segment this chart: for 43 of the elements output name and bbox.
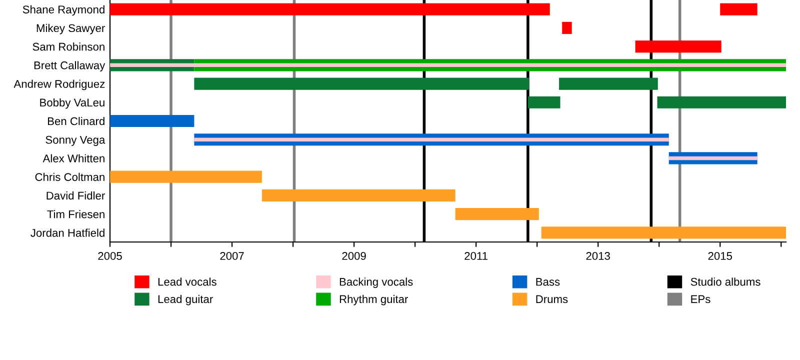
bar: [110, 63, 786, 68]
bar: [668, 156, 758, 160]
legend-label: Lead guitar: [158, 294, 213, 306]
x-tick-label: 2009: [342, 252, 366, 260]
y-tick-label: Sonny Vega: [46, 136, 106, 146]
y-tick-label: Shane Raymond: [22, 5, 104, 16]
y-tick-label: Mikey Sawyer: [36, 24, 105, 34]
y-tick-label: David Fidler: [46, 191, 105, 200]
bar: [541, 226, 786, 239]
bar: [110, 170, 262, 183]
y-tick-label: Jordan Hatfield: [30, 228, 104, 237]
bar: [110, 3, 550, 16]
legend-label: Rhythm guitar: [340, 294, 408, 306]
bar: [720, 3, 758, 16]
bar: [635, 40, 722, 53]
legend-label: Backing vocals: [340, 278, 413, 288]
x-tick-label: 2007: [220, 252, 244, 260]
x-tick-label: 2015: [708, 252, 732, 260]
bar: [455, 208, 539, 220]
y-tick-label: Ben Clinard: [48, 116, 104, 126]
bar: [194, 78, 530, 90]
y-tick-label: Tim Friesen: [47, 210, 104, 218]
bar: [528, 96, 560, 108]
legend-label: Lead vocals: [158, 278, 216, 286]
bar: [194, 138, 669, 142]
legend-label: Drums: [536, 295, 568, 304]
x-tick-label: 2011: [464, 252, 488, 260]
bar: [110, 114, 194, 128]
y-tick-label: Alex Whitten: [42, 154, 104, 162]
legend-label: Bass: [536, 278, 560, 286]
y-tick-label: Andrew Rodriguez: [14, 80, 105, 90]
x-tick-label: 2013: [586, 252, 610, 260]
legend-label: EPs: [691, 295, 710, 304]
bar: [262, 189, 456, 202]
x-tick-label: 2005: [98, 252, 122, 260]
bar: [562, 22, 572, 34]
y-tick-label: Sam Robinson: [32, 42, 104, 51]
y-tick-label: Brett Callaway: [34, 61, 106, 72]
legend-label: Studio albums: [690, 278, 760, 286]
y-tick-label: Chris Coltman: [35, 172, 104, 181]
bar: [657, 96, 786, 108]
bar: [559, 78, 658, 90]
y-tick-label: Bobby VaLeu: [40, 98, 104, 109]
